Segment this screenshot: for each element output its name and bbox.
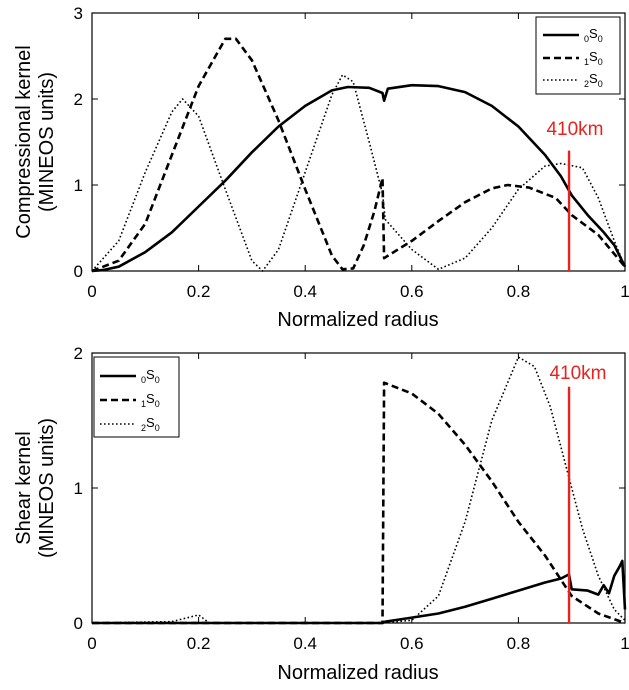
- compressional-xtick-label: 0.2: [187, 282, 211, 301]
- compressional-legend: 0S0 1S0 2S0: [535, 16, 621, 95]
- compressional-ytick-label: 0: [74, 262, 83, 281]
- shear-plot-area: [91, 352, 626, 624]
- compressional-xtick-label: 0.6: [400, 282, 424, 301]
- shear-legend: 0S0 1S0 2S0: [93, 356, 180, 438]
- compressional-series-1S0-line: [91, 37, 626, 273]
- shear-xtick-label: 0.6: [400, 634, 424, 653]
- compressional-series-0S0-line: [91, 83, 627, 273]
- compressional-xtick-label: 1: [620, 282, 629, 301]
- compressional-legend-0S0: 0S0: [584, 26, 603, 44]
- compressional-legend-2S0: 2S0: [584, 71, 603, 89]
- compressional-panel: 0 0.2 0.4 0.6 0.8 1 0 1 2 3 Normalized r…: [13, 4, 629, 331]
- shear-ylabel-line2: (MINEOS units): [36, 418, 58, 558]
- shear-panel: 0 0.2 0.4 0.6 0.8 1 0 1 2 Normalized rad…: [13, 344, 629, 684]
- compressional-ytick-label: 3: [74, 4, 83, 23]
- shear-410km-label: 410km: [549, 363, 606, 384]
- compressional-ticks: [91, 12, 626, 272]
- shear-xlabel: Normalized radius: [277, 662, 438, 684]
- compressional-xtick-label: 0.4: [293, 282, 317, 301]
- shear-ytick-label: 0: [74, 614, 83, 633]
- shear-ytick-label: 2: [74, 344, 83, 363]
- compressional-ytick-label: 2: [74, 90, 83, 109]
- compressional-ylabel-line1: Compressional kernel: [13, 45, 35, 238]
- compressional-xtick-label: 0: [87, 282, 96, 301]
- shear-xtick-label: 1: [620, 634, 629, 653]
- compressional-xlabel: Normalized radius: [277, 309, 438, 331]
- shear-ylabel-line1: Shear kernel: [13, 431, 35, 544]
- compressional-410km-label: 410km: [546, 119, 603, 140]
- shear-series: [91, 356, 627, 625]
- shear-legend-0S0: 0S0: [141, 367, 160, 385]
- shear-series-1S0-line: [92, 381, 626, 625]
- compressional-legend-box: [535, 16, 621, 95]
- shear-legend-2S0: 2S0: [141, 415, 160, 433]
- compressional-legend-1S0: 1S0: [584, 49, 603, 67]
- shear-legend-box: [93, 356, 180, 438]
- shear-xtick-label: 0: [87, 634, 96, 653]
- shear-xtick-label: 0.2: [187, 634, 211, 653]
- compressional-xtick-label: 0.8: [507, 282, 531, 301]
- shear-xtick-label: 0.8: [507, 634, 531, 653]
- compressional-series-2S0-line: [91, 74, 626, 272]
- compressional-ytick-label: 1: [74, 176, 83, 195]
- compressional-ylabel-line2: (MINEOS units): [36, 72, 58, 212]
- compressional-series: [91, 37, 627, 273]
- shear-ytick-label: 1: [74, 479, 83, 498]
- shear-legend-1S0: 1S0: [141, 391, 160, 409]
- shear-xtick-label: 0.4: [293, 634, 317, 653]
